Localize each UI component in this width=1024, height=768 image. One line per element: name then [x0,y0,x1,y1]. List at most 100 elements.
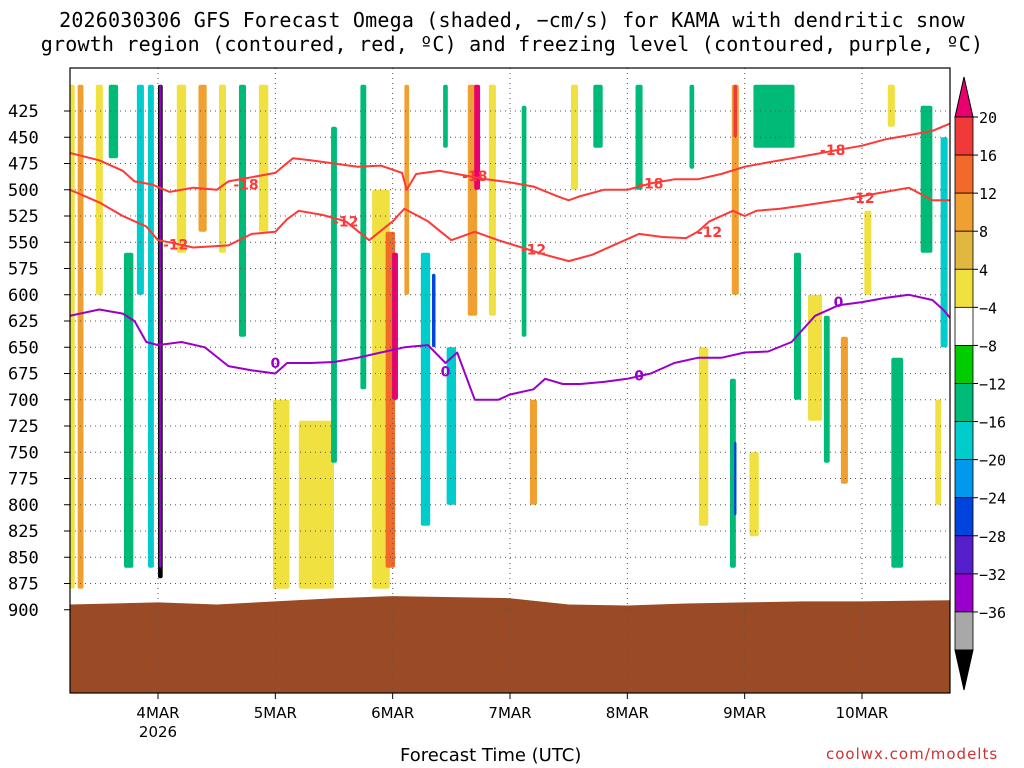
colorbar-band-9 [954,459,974,499]
omega-region-40 [749,452,759,537]
colorbar-band-13 [954,611,974,651]
x-tick-label: 9MAR [723,704,766,722]
omega-region-41 [753,84,795,148]
colorbar-label: −12 [979,376,1006,394]
omega-region-22 [420,252,431,526]
omega-region-14 [272,399,290,589]
colorbar-label: 16 [979,147,997,165]
colorbar-label: 4 [979,261,988,279]
colorbar-band-7 [954,383,974,422]
colorbar-label: −24 [979,490,1006,508]
contour-label-0: 0 [270,356,280,372]
colorbar-cap-bottom [954,649,974,691]
y-tick-label: 850 [8,548,39,568]
omega-region-34 [689,84,695,169]
omega-region-29 [521,105,527,337]
y-tick-label: 750 [8,443,39,463]
omega-region-51 [935,399,942,505]
contour-label--18: -18 [233,178,258,194]
contour-label--12: -12 [697,225,722,241]
colorbar-label: −4 [979,299,997,317]
contour-label--18: -18 [462,169,487,185]
omega-region-6 [148,84,154,568]
y-tick-label: 625 [8,312,39,332]
colorbar-band-5 [954,306,974,346]
contour-label--18: -18 [820,143,845,159]
colorbar-band-12 [954,573,974,613]
omega-region-23 [431,273,436,348]
colorbar-label: −20 [979,452,1006,470]
omega-region-9 [176,84,187,253]
colorbar-band-6 [954,345,974,384]
contour-label--18: -18 [638,176,663,192]
y-tick-label: 525 [8,207,39,227]
colorbar-band-1 [954,154,974,194]
colorbar-band-11 [954,535,974,575]
colorbar-label: −16 [979,414,1006,432]
omega-region-28 [488,84,496,316]
surface-terrain [70,596,950,693]
colorbar-label: −36 [979,604,1006,622]
y-tick-label: 475 [8,155,39,175]
omega-region-32 [593,84,603,148]
omega-region-15 [298,420,334,589]
omega-region-49 [920,105,933,253]
colorbar: 20 16 12 8 4 −4 −8 −12 −16 −20 −24 −28 −32 −36 [954,76,1006,691]
y-tick-label: 700 [8,391,39,411]
y-tick-label: 650 [8,338,39,358]
omega-region-12 [238,84,246,337]
omega-region-3 [108,84,119,159]
y-tick-label: 800 [8,496,39,516]
colorbar-label: −32 [979,566,1006,584]
surface-terrain-layer [70,596,950,693]
colorbar-label: 20 [979,109,997,127]
omega-region-17 [360,84,367,390]
y-axis: 425 450 475 500 525 550 575 600 625 650 675 700 725 7… [8,102,70,621]
omega-region-0 [70,84,75,589]
colorbar-label: −28 [979,528,1006,546]
omega-region-24 [443,84,448,148]
y-tick-label: 550 [8,233,39,253]
contour-layer: -18 -18 -18 -18 -12 -12 -12 -12 -12 0 0 0 0 [70,122,950,401]
colorbar-band-4 [954,268,974,308]
colorbar-band-2 [954,192,974,232]
y-tick-label: 450 [8,128,39,148]
omega-shading-layer [70,84,948,589]
y-tick-label: 825 [8,522,39,542]
y-tick-label: 500 [8,181,39,201]
omega-region-47 [887,84,895,127]
y-tick-label: 900 [8,601,39,621]
x-tick-label: 10MAR [836,704,889,722]
y-tick-label: 600 [8,286,39,306]
omega-region-25 [446,347,457,505]
contour-label--12: -12 [849,191,874,207]
y-tick-label: 725 [8,417,39,437]
omega-region-48 [891,357,904,568]
omega-region-4 [123,252,134,568]
contour-label--12: -12 [163,237,188,253]
omega-region-1 [77,84,84,589]
omega-region-2 [95,84,103,295]
x-axis-label: Forecast Time (UTC) [400,745,582,766]
y-tick-label: 575 [8,260,39,280]
omega-region-50 [940,137,948,348]
y-tick-label: 875 [8,575,39,595]
contour-label--12: -12 [521,243,546,259]
y-tick-label: 425 [8,102,39,122]
contour-line--12 [70,186,950,263]
colorbar-band-8 [954,421,974,461]
credit-link[interactable]: coolwx.com/modelts [826,745,999,763]
x-tick-label: 5MAR [254,704,297,722]
colorbar-band-10 [954,497,974,537]
x-tick-label: 8MAR [606,704,649,722]
grid-layer [70,68,950,693]
colorbar-label: 8 [979,223,988,241]
colorbar-band-3 [954,230,974,270]
colorbar-label: 12 [979,185,997,203]
omega-region-31 [571,84,579,190]
y-tick-label: 675 [8,365,39,385]
contour-line--18 [70,122,950,202]
omega-region-44 [823,315,830,463]
